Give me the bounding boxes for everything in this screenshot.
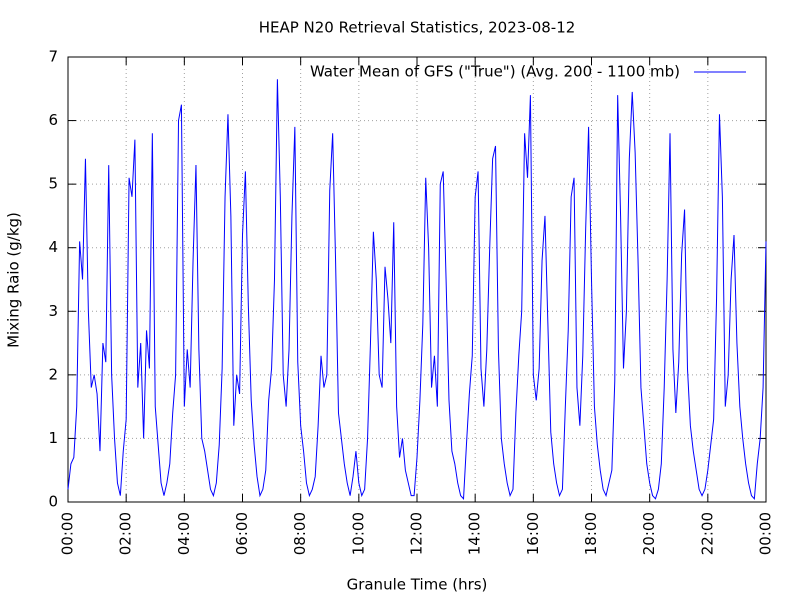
x-tick-label: 00:00 [757, 512, 775, 555]
x-tick-label: 18:00 [582, 512, 600, 555]
x-tick-label: 00:00 [59, 512, 77, 555]
legend-label: Water Mean of GFS ("True") (Avg. 200 - 1… [310, 63, 680, 81]
x-tick-label: 04:00 [175, 512, 193, 555]
x-tick-label: 12:00 [408, 512, 426, 555]
x-tick-label: 14:00 [466, 512, 484, 555]
y-tick-label: 1 [48, 429, 58, 447]
x-tick-label: 02:00 [117, 512, 135, 555]
plot-frame [67, 56, 767, 503]
y-tick-label: 0 [48, 493, 58, 511]
x-tick-label: 10:00 [349, 512, 367, 555]
x-tick-label: 22:00 [698, 512, 716, 555]
x-tick-label: 20:00 [640, 512, 658, 555]
y-tick-label: 7 [48, 48, 58, 66]
y-tick-label: 5 [48, 175, 58, 193]
data-line [67, 79, 767, 501]
y-tick-label: 2 [48, 365, 58, 383]
y-tick-label: 3 [48, 302, 58, 320]
x-axis-label: Granule Time (hrs) [347, 576, 488, 594]
y-axis-label: Mixing Raio (g/kg) [5, 212, 23, 348]
chart-title: HEAP N20 Retrieval Statistics, 2023-08-1… [259, 19, 576, 37]
x-tick-label: 16:00 [524, 512, 542, 555]
x-tick-label: 06:00 [233, 512, 251, 555]
x-tick-label: 08:00 [291, 512, 309, 555]
y-tick-label: 4 [48, 238, 58, 256]
y-tick-label: 6 [48, 111, 58, 129]
